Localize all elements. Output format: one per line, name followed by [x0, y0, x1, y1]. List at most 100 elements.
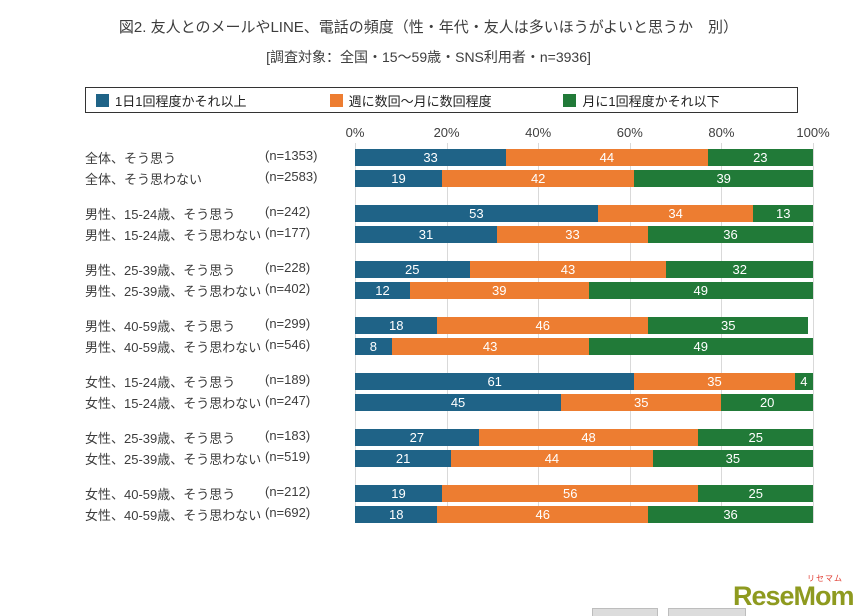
row-label-group: 女性、40-59歳、そう思う (n=212): [85, 484, 355, 503]
row-label: 女性、25-39歳、そう思わない: [85, 452, 262, 467]
bar-segment: 43: [469, 261, 667, 278]
bar-segment: 25: [698, 429, 813, 446]
row-group: 男性、15-24歳、そう思う (n=242) 53 34 13 男性、15-24歳、そう思…: [85, 204, 813, 243]
bar-segment: 20: [721, 394, 813, 411]
row-label: 全体、そう思う: [85, 151, 177, 166]
row-n-label: (n=189): [265, 372, 311, 387]
bar-value-label: 33: [423, 150, 438, 165]
row-n-label: (n=299): [265, 316, 311, 331]
row-group: 女性、25-39歳、そう思う (n=183) 27 48 25 女性、25-39歳、そう思…: [85, 428, 813, 467]
resemom-logo: リセマム ReseMom: [733, 574, 855, 612]
row-group: 女性、15-24歳、そう思う (n=189) 61 35 4 女性、15-24歳、そう思わ…: [85, 372, 813, 411]
bar-value-label: 43: [560, 262, 576, 277]
bar-segment: 44: [506, 149, 708, 166]
row-group: 女性、40-59歳、そう思う (n=212) 19 56 25 女性、40-59歳、そう思…: [85, 484, 813, 524]
legend-label: 週に数回〜月に数回程度: [348, 93, 492, 109]
bar-segment: 48: [478, 429, 699, 446]
row-n-label: (n=177): [265, 225, 311, 240]
bar-value-label: 49: [693, 339, 708, 354]
bar-value-label: 21: [395, 451, 411, 466]
bar-segment: 35: [561, 394, 722, 411]
row-n-label: (n=402): [265, 281, 311, 296]
row-n-label: (n=247): [265, 393, 311, 408]
chart-row: 女性、25-39歳、そう思う (n=183) 27 48 25: [85, 428, 813, 447]
legend-label: 月に1回程度かそれ以下: [582, 93, 720, 109]
plot-area: 全体、そう思う (n=1353) 33 44 23 全体、そう思わない (n=2583) 19…: [85, 143, 814, 524]
bar-value-label: 61: [487, 374, 502, 389]
row-label-group: 女性、25-39歳、そう思う (n=183): [85, 428, 355, 447]
row-label-group: 男性、25-39歳、そう思う (n=228): [85, 260, 355, 279]
bar-value-label: 35: [707, 374, 722, 389]
bar-segment: 31: [355, 226, 497, 243]
chart-row: 男性、25-39歳、そう思わない (n=402) 12 39 49: [85, 281, 813, 299]
bar-value-label: 42: [530, 171, 546, 186]
bar-segment: 44: [451, 450, 653, 467]
bar-value-label: 25: [748, 486, 763, 501]
row-label-group: 女性、40-59歳、そう思わない (n=692): [85, 505, 355, 524]
row-n-label: (n=2583): [265, 169, 318, 184]
bar-value-label: 18: [388, 318, 404, 333]
bar-value-label: 13: [775, 206, 791, 221]
bar-segment: 36: [648, 506, 813, 523]
bar-value-label: 56: [563, 486, 578, 501]
legend-item: 1日1回程度かそれ以上: [96, 91, 330, 110]
bar-value-label: 25: [405, 262, 420, 277]
axis-tick-label: 80%: [708, 125, 735, 140]
chart-row: 男性、40-59歳、そう思わない (n=546) 8 43 49: [85, 337, 813, 356]
row-label: 男性、25-39歳、そう思わない: [85, 284, 262, 299]
bar-segment: 35: [648, 317, 809, 334]
row-label: 女性、40-59歳、そう思わない: [85, 508, 262, 523]
row-label: 全体、そう思わない: [85, 172, 203, 187]
bar-segment: 34: [597, 205, 754, 222]
axis-tick-label: 0%: [345, 125, 365, 140]
bar-value-label: 35: [725, 451, 741, 466]
chart-row: 女性、40-59歳、そう思わない (n=692) 18 46 36: [85, 505, 813, 524]
bar-value-label: 35: [721, 318, 736, 333]
gridline: [813, 143, 814, 523]
bar-segment: 33: [355, 149, 507, 166]
bar-segment: 42: [442, 170, 635, 187]
bar-segment: 46: [437, 317, 649, 334]
bar-segment: 46: [437, 506, 649, 523]
stacked-bar: 25 43 32: [355, 261, 813, 278]
stacked-bar: 21 44 35: [355, 450, 813, 467]
bar-value-label: 46: [535, 507, 550, 522]
stacked-bar: 19 42 39: [355, 170, 813, 187]
chart-row: 女性、15-24歳、そう思わない (n=247) 45 35 20: [85, 393, 813, 411]
chart-row: 男性、25-39歳、そう思う (n=228) 25 43 32: [85, 260, 813, 279]
row-group: 男性、40-59歳、そう思う (n=299) 18 46 35 男性、40-59歳、そう思…: [85, 316, 813, 356]
bar-value-label: 35: [634, 395, 649, 410]
bar-segment: 13: [753, 205, 813, 222]
row-label: 女性、25-39歳、そう思う: [85, 431, 236, 446]
stacked-bar: 45 35 20: [355, 394, 813, 411]
bar-value-label: 36: [723, 227, 738, 242]
row-label-group: 全体、そう思う (n=1353): [85, 148, 355, 167]
row-n-label: (n=228): [265, 260, 311, 275]
row-label-group: 男性、40-59歳、そう思わない (n=546): [85, 337, 355, 356]
bar-segment: 61: [355, 373, 635, 390]
chart-row: 全体、そう思わない (n=2583) 19 42 39: [85, 169, 813, 187]
bar-segment: 23: [707, 149, 813, 166]
stacked-bar: 31 33 36: [355, 226, 813, 243]
row-label: 男性、15-24歳、そう思う: [85, 207, 236, 222]
row-label-group: 男性、40-59歳、そう思う (n=299): [85, 316, 355, 335]
cropped-button-right[interactable]: [668, 608, 746, 616]
legend-swatch: [96, 93, 109, 107]
row-group: 全体、そう思う (n=1353) 33 44 23 全体、そう思わない (n=2583) 19…: [85, 148, 813, 187]
bar-segment: 56: [442, 485, 699, 502]
row-n-label: (n=183): [265, 428, 311, 443]
bar-segment: 49: [588, 282, 813, 299]
bar-value-label: 19: [391, 486, 406, 501]
row-label: 女性、40-59歳、そう思う: [85, 487, 236, 502]
bar-segment: 12: [355, 282, 410, 299]
row-n-label: (n=242): [265, 204, 311, 219]
bar-segment: 49: [588, 338, 813, 355]
bar-value-label: 8: [369, 339, 377, 354]
row-label: 男性、25-39歳、そう思う: [85, 263, 236, 278]
bar-segment: 4: [794, 373, 813, 390]
bar-value-label: 49: [693, 283, 708, 298]
axis-tick-label: 60%: [616, 125, 643, 140]
bar-segment: 53: [355, 205, 598, 222]
cropped-button-left[interactable]: [592, 608, 658, 616]
